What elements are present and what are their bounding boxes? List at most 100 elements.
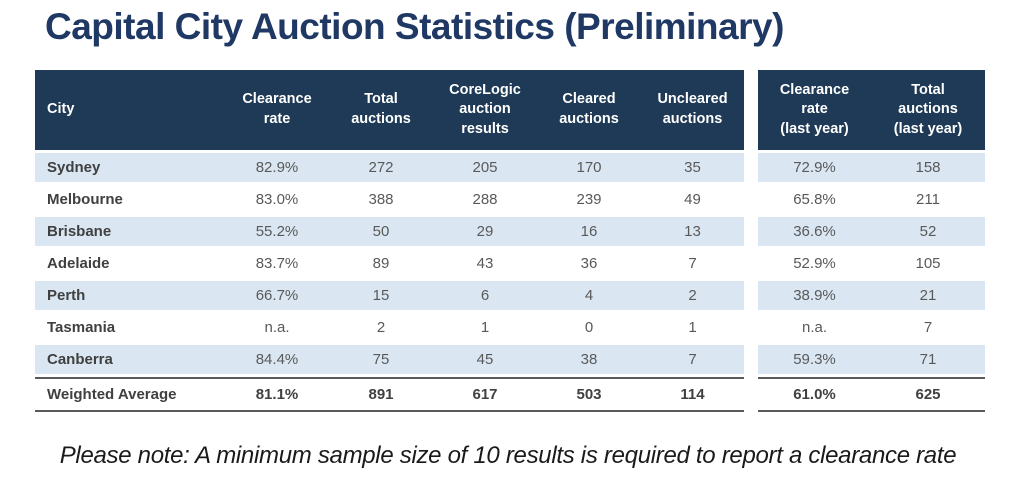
page-title: Capital City Auction Statistics (Prelimi… xyxy=(45,6,784,47)
city-cell: Perth xyxy=(47,287,86,304)
section-gap xyxy=(744,249,758,278)
value-cell: 0 xyxy=(584,319,594,336)
value-cell: 61.0% xyxy=(793,386,836,403)
section-gap xyxy=(744,217,758,246)
city-cell: Weighted Average xyxy=(47,386,177,403)
value-cell: 4 xyxy=(584,287,594,304)
header-cell: Total auctions (last year) xyxy=(893,81,963,137)
value-cell: 13 xyxy=(684,223,701,240)
value-cell: 239 xyxy=(576,191,602,208)
value-cell: 1 xyxy=(480,319,490,336)
value-cell: 29 xyxy=(476,223,494,240)
value-cell: 43 xyxy=(476,255,494,272)
city-cell: Melbourne xyxy=(47,191,123,208)
table-row: Perth 66.7% 15 6 4 2 38.9% 21 xyxy=(35,281,985,310)
table-row: Tasmania n.a. 2 1 0 1 n.a. 7 xyxy=(35,313,985,342)
table-section: Weighted Average 81.1% 891 617 503 114 xyxy=(35,377,744,412)
value-cell: 84.4% xyxy=(255,351,299,368)
value-cell: 59.3% xyxy=(793,351,836,368)
table-section: Adelaide 83.7% 89 43 36 7 xyxy=(35,249,744,278)
value-cell: 388 xyxy=(368,191,394,208)
header-cell: CoreLogic auction results xyxy=(449,81,521,137)
value-cell: 83.7% xyxy=(255,255,299,272)
value-cell: 36 xyxy=(580,255,598,272)
value-cell: 75 xyxy=(372,351,390,368)
table-section: 61.0% 625 xyxy=(758,377,985,412)
header-cell: Clearance rate (last year) xyxy=(779,81,850,137)
table-body: Sydney 82.9% 272 205 170 35 72.9% 158 Melbourne 8… xyxy=(35,153,985,412)
table-section: City Clearance rate Total auctions CoreLogi… xyxy=(35,70,744,150)
table-section: n.a. 7 xyxy=(758,313,985,342)
table-row: Sydney 82.9% 272 205 170 35 72.9% 158 xyxy=(35,153,985,182)
value-cell: 35 xyxy=(684,159,701,176)
header-cell: Total auctions xyxy=(351,91,411,127)
section-gap xyxy=(744,377,758,412)
value-cell: 21 xyxy=(919,287,937,304)
table-row-total: Weighted Average 81.1% 891 617 503 114 61.0% 62… xyxy=(35,377,985,412)
value-cell: n.a. xyxy=(801,319,828,336)
value-cell: 170 xyxy=(576,159,602,176)
value-cell: 52 xyxy=(919,223,937,240)
value-cell: 503 xyxy=(576,386,602,403)
value-cell: 49 xyxy=(684,191,701,208)
header-cell: Clearance rate xyxy=(242,91,312,127)
section-gap xyxy=(744,153,758,182)
value-cell: 7 xyxy=(688,255,697,272)
table-section: 52.9% 105 xyxy=(758,249,985,278)
table-row: Melbourne 83.0% 388 288 239 49 65.8% 211 xyxy=(35,185,985,214)
table-header-row: City Clearance rate Total auctions CoreLogi… xyxy=(35,70,985,150)
value-cell: 89 xyxy=(372,255,390,272)
value-cell: 65.8% xyxy=(793,191,836,208)
value-cell: 38.9% xyxy=(793,287,836,304)
value-cell: 7 xyxy=(923,319,933,336)
value-cell: 2 xyxy=(376,319,386,336)
value-cell: 617 xyxy=(472,386,498,403)
table-section: Perth 66.7% 15 6 4 2 xyxy=(35,281,744,310)
table-section: 72.9% 158 xyxy=(758,153,985,182)
value-cell: 50 xyxy=(372,223,390,240)
table-row: Adelaide 83.7% 89 43 36 7 52.9% 105 xyxy=(35,249,985,278)
table-section: 59.3% 71 xyxy=(758,345,985,374)
section-gap xyxy=(744,345,758,374)
table-row: Canberra 84.4% 75 45 38 7 59.3% 71 xyxy=(35,345,985,374)
value-cell: 625 xyxy=(915,386,941,403)
footnote: Please note: A minimum sample size of 10… xyxy=(59,442,957,469)
table-section: Clearance rate (last year) Total auctions… xyxy=(758,70,985,150)
value-cell: 272 xyxy=(368,159,394,176)
value-cell: 105 xyxy=(915,255,941,272)
city-cell: Brisbane xyxy=(47,223,112,240)
city-cell: Tasmania xyxy=(47,319,116,336)
table-section: Melbourne 83.0% 388 288 239 49 xyxy=(35,185,744,214)
city-cell: Sydney xyxy=(47,159,101,176)
header-cell-city: City xyxy=(47,101,75,118)
value-cell: 205 xyxy=(472,159,498,176)
auction-statistics-table: City Clearance rate Total auctions CoreLogi… xyxy=(35,70,985,412)
value-cell: 6 xyxy=(480,287,490,304)
section-gap xyxy=(744,313,758,342)
value-cell: 66.7% xyxy=(255,287,299,304)
table-section: 36.6% 52 xyxy=(758,217,985,246)
table-row: Brisbane 55.2% 50 29 16 13 36.6% 52 xyxy=(35,217,985,246)
value-cell: 52.9% xyxy=(793,255,836,272)
value-cell: 891 xyxy=(368,386,394,403)
value-cell: n.a. xyxy=(264,319,290,336)
section-gap xyxy=(744,281,758,310)
value-cell: 83.0% xyxy=(255,191,299,208)
value-cell: 38 xyxy=(580,351,598,368)
header-cell: Uncleared auctions xyxy=(657,91,728,127)
value-cell: 82.9% xyxy=(255,159,299,176)
section-gap xyxy=(744,185,758,214)
value-cell: 7 xyxy=(688,351,697,368)
value-cell: 55.2% xyxy=(255,223,299,240)
header-cell: Cleared auctions xyxy=(559,91,619,127)
section-gap xyxy=(744,70,758,150)
value-cell: 16 xyxy=(580,223,598,240)
table-section: Brisbane 55.2% 50 29 16 13 xyxy=(35,217,744,246)
value-cell: 158 xyxy=(915,159,941,176)
value-cell: 45 xyxy=(476,351,494,368)
value-cell: 72.9% xyxy=(793,159,836,176)
value-cell: 81.1% xyxy=(255,386,299,403)
table-section: 38.9% 21 xyxy=(758,281,985,310)
value-cell: 288 xyxy=(472,191,498,208)
